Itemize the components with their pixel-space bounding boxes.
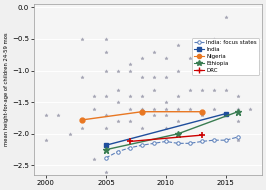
- Point: [176, 107, 180, 110]
- Point: [224, 56, 228, 59]
- Point: [92, 94, 96, 97]
- Point: [224, 15, 228, 18]
- Point: [188, 88, 192, 91]
- Point: [104, 37, 108, 40]
- Point: [164, 107, 168, 110]
- Point: [200, 56, 204, 59]
- Point: [140, 107, 144, 110]
- Point: [176, 120, 180, 123]
- Point: [188, 56, 192, 59]
- Point: [68, 132, 72, 135]
- Point: [116, 69, 120, 72]
- Point: [92, 158, 96, 161]
- Point: [128, 94, 132, 97]
- Point: [80, 75, 84, 78]
- Point: [152, 113, 156, 116]
- Point: [212, 37, 216, 40]
- Point: [104, 69, 108, 72]
- Point: [128, 107, 132, 110]
- Y-axis label: mean height-for-age of children 24-59 mos: mean height-for-age of children 24-59 mo…: [4, 33, 9, 146]
- Point: [140, 75, 144, 78]
- Point: [164, 113, 168, 116]
- Point: [164, 56, 168, 59]
- Point: [188, 107, 192, 110]
- Point: [56, 113, 60, 116]
- Point: [116, 88, 120, 91]
- Point: [164, 126, 168, 129]
- Point: [92, 107, 96, 110]
- Point: [44, 139, 48, 142]
- Point: [104, 126, 108, 129]
- Point: [212, 107, 216, 110]
- Point: [104, 113, 108, 116]
- Point: [104, 94, 108, 97]
- Point: [176, 69, 180, 72]
- Point: [212, 56, 216, 59]
- Point: [104, 170, 108, 173]
- Point: [248, 107, 252, 110]
- Point: [104, 50, 108, 53]
- Point: [200, 88, 204, 91]
- Point: [236, 69, 240, 72]
- Point: [236, 107, 240, 110]
- Point: [116, 101, 120, 104]
- Point: [212, 88, 216, 91]
- Point: [140, 94, 144, 97]
- Point: [176, 94, 180, 97]
- Point: [236, 139, 240, 142]
- Point: [128, 63, 132, 66]
- Point: [164, 75, 168, 78]
- Point: [80, 126, 84, 129]
- Point: [140, 126, 144, 129]
- Legend: India: focus states, India, Nigeria, Ethiopia, DRC: India: focus states, India, Nigeria, Eth…: [192, 38, 259, 75]
- Point: [152, 75, 156, 78]
- Point: [116, 120, 120, 123]
- Point: [80, 37, 84, 40]
- Point: [236, 120, 240, 123]
- Point: [224, 113, 228, 116]
- Point: [128, 120, 132, 123]
- Point: [152, 88, 156, 91]
- Point: [164, 101, 168, 104]
- Point: [176, 44, 180, 47]
- Point: [128, 69, 132, 72]
- Point: [200, 44, 204, 47]
- Point: [152, 50, 156, 53]
- Point: [200, 113, 204, 116]
- Point: [236, 94, 240, 97]
- Point: [44, 113, 48, 116]
- Point: [140, 56, 144, 59]
- Point: [224, 88, 228, 91]
- Point: [152, 107, 156, 110]
